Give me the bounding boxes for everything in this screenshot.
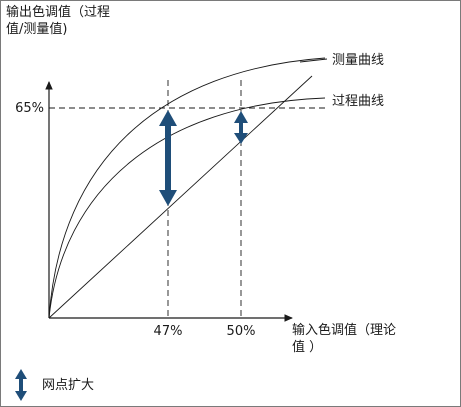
x-marker-50: 50% xyxy=(227,324,256,339)
dot-gain-arrow-47 xyxy=(159,110,177,206)
process-curve xyxy=(48,97,326,319)
y-axis-label: 输出色调值（过程 值/测量值) xyxy=(6,4,116,38)
theoretical-line xyxy=(48,75,313,319)
measured-curve-label: 测量曲线 xyxy=(332,53,384,68)
x-marker-47: 47% xyxy=(154,324,183,339)
measured-curve xyxy=(48,57,326,319)
measured-curve-leader xyxy=(299,58,328,63)
x-axis-label-line1: 输入色调值（理论 xyxy=(292,323,397,338)
dot-gain-arrow-50 xyxy=(234,111,248,144)
y-marker-65: 65% xyxy=(15,101,44,116)
y-axis-label-line1: 输出色调值（过程 xyxy=(6,5,111,20)
x-axis-label: 输入色调值（理论 值 ） xyxy=(292,322,452,356)
y-axis-label-line2: 值/测量值) xyxy=(6,22,68,37)
process-curve-label: 过程曲线 xyxy=(332,94,384,109)
dot-gain-legend-icon xyxy=(15,369,27,401)
legend-label: 网点扩大 xyxy=(42,378,95,393)
x-axis-label-line2: 值 ） xyxy=(292,340,323,355)
